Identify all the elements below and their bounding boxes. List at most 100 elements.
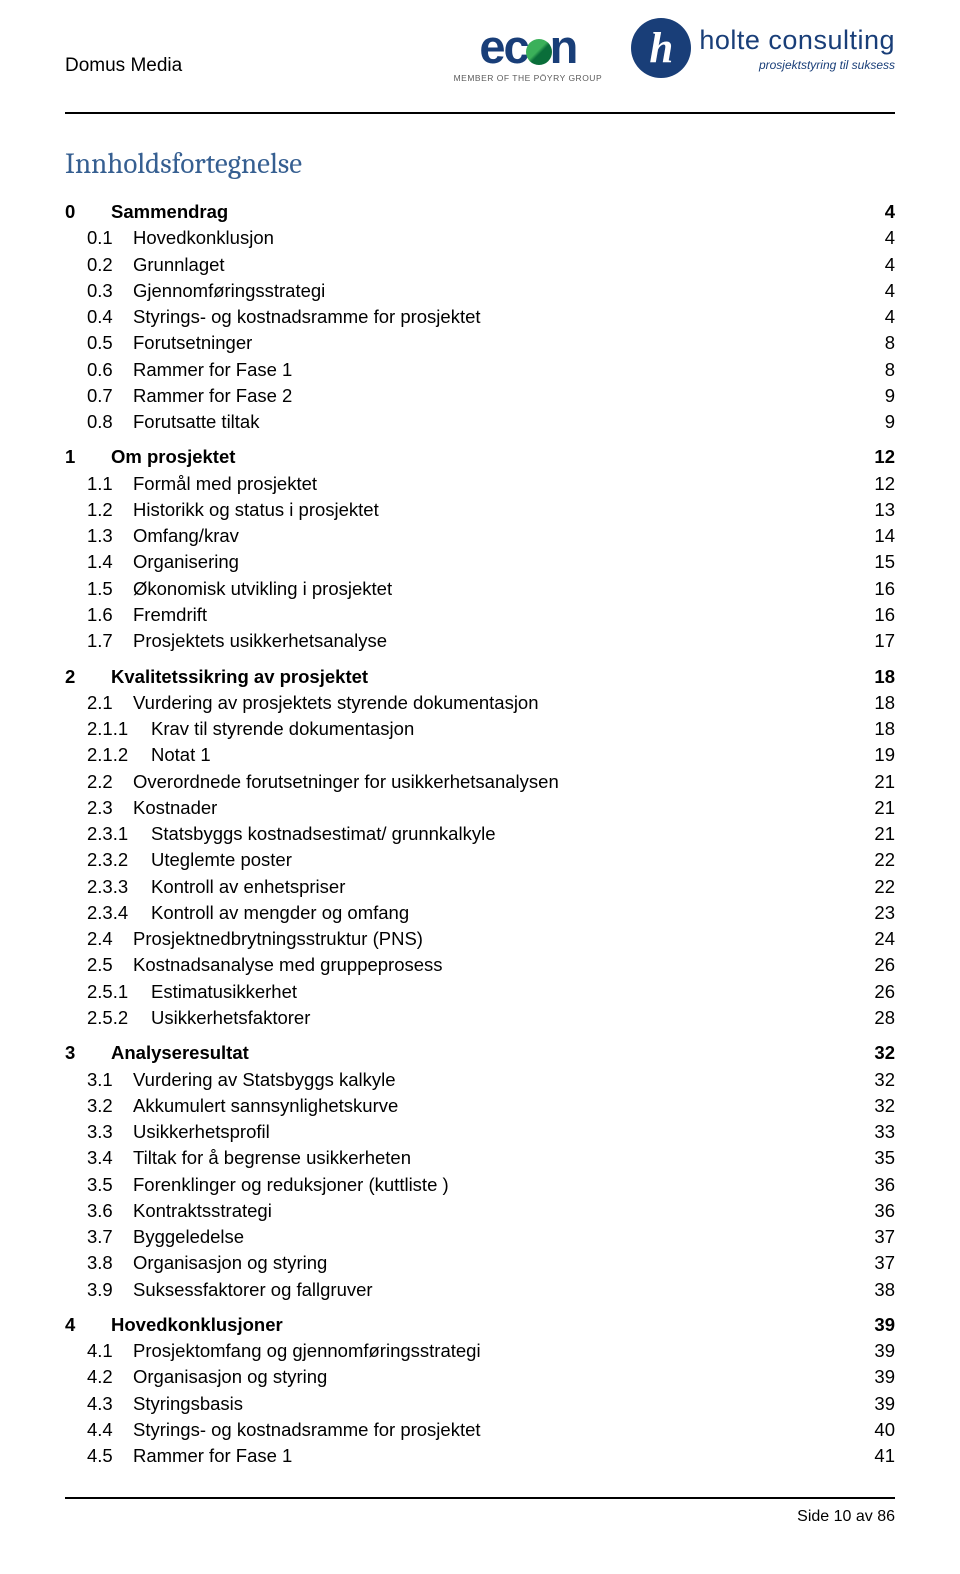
toc-entry[interactable]: 2.5.1Estimatusikkerhet26 — [65, 979, 895, 1005]
toc-entry[interactable]: 2.3.2Uteglemte poster22 — [65, 847, 895, 873]
toc-entry[interactable]: 3.6Kontraktsstrategi36 — [65, 1198, 895, 1224]
toc-entry[interactable]: 4.5Rammer for Fase 141 — [65, 1443, 895, 1469]
toc-number: 0.7 — [65, 383, 133, 409]
toc-entry[interactable]: 0.4Styrings- og kostnadsramme for prosje… — [65, 304, 895, 330]
toc-number: 0.8 — [65, 409, 133, 435]
toc-entry[interactable]: 4.4Styrings- og kostnadsramme for prosje… — [65, 1417, 895, 1443]
toc-number: 4 — [65, 1312, 111, 1338]
toc-entry[interactable]: 1Om prosjektet12 — [65, 444, 895, 470]
toc-entry[interactable]: 4.3Styringsbasis39 — [65, 1391, 895, 1417]
toc-page: 19 — [867, 742, 895, 768]
toc-page: 21 — [867, 769, 895, 795]
toc-label: Hovedkonklusjon — [133, 225, 274, 251]
toc-entry[interactable]: 4.2Organisasjon og styring39 — [65, 1364, 895, 1390]
logo-row: ecn MEMBER OF THE PÖYRY GROUP h holte co… — [440, 18, 895, 90]
toc-entry[interactable]: 2.1Vurdering av prosjektets styrende dok… — [65, 690, 895, 716]
header-rule — [65, 112, 895, 114]
toc-entry[interactable]: 3.7Byggeledelse37 — [65, 1224, 895, 1250]
toc-label: Grunnlaget — [133, 252, 225, 278]
toc-page: 4 — [867, 278, 895, 304]
toc-label: Formål med prosjektet — [133, 471, 317, 497]
toc-number: 3.8 — [65, 1250, 133, 1276]
toc-label: Byggeledelse — [133, 1224, 244, 1250]
toc-number: 1.1 — [65, 471, 133, 497]
toc-page: 4 — [867, 199, 895, 225]
toc-label: Kontroll av mengder og omfang — [151, 900, 409, 926]
toc-label: Prosjektets usikkerhetsanalyse — [133, 628, 387, 654]
toc-entry[interactable]: 1.1Formål med prosjektet12 — [65, 471, 895, 497]
toc-number: 3.4 — [65, 1145, 133, 1171]
toc-entry[interactable]: 3.1Vurdering av Statsbyggs kalkyle32 — [65, 1067, 895, 1093]
toc-number: 4.4 — [65, 1417, 133, 1443]
toc-entry[interactable]: 1.2Historikk og status i prosjektet13 — [65, 497, 895, 523]
toc-page: 39 — [867, 1338, 895, 1364]
toc-entry[interactable]: 2.3.1Statsbyggs kostnadsestimat/ grunnka… — [65, 821, 895, 847]
toc-page: 15 — [867, 549, 895, 575]
toc-label: Om prosjektet — [111, 444, 235, 470]
toc-entry[interactable]: 2.5.2Usikkerhetsfaktorer28 — [65, 1005, 895, 1031]
toc-label: Suksessfaktorer og fallgruver — [133, 1277, 373, 1303]
toc-entry[interactable]: 3.2Akkumulert sannsynlighetskurve32 — [65, 1093, 895, 1119]
toc-entry[interactable]: 2.3.4Kontroll av mengder og omfang23 — [65, 900, 895, 926]
toc-entry[interactable]: 4.1Prosjektomfang og gjennomføringsstrat… — [65, 1338, 895, 1364]
toc-page: 26 — [867, 952, 895, 978]
toc-entry[interactable]: 0.6Rammer for Fase 18 — [65, 357, 895, 383]
toc-number: 3.2 — [65, 1093, 133, 1119]
toc-entry[interactable]: 3.5Forenklinger og reduksjoner (kuttlist… — [65, 1172, 895, 1198]
toc-page: 38 — [867, 1277, 895, 1303]
toc-entry[interactable]: 2Kvalitetssikring av prosjektet18 — [65, 664, 895, 690]
toc-entry[interactable]: 2.3Kostnader21 — [65, 795, 895, 821]
toc-number: 3.5 — [65, 1172, 133, 1198]
toc-page: 18 — [867, 716, 895, 742]
toc-page: 39 — [867, 1312, 895, 1338]
toc-entry[interactable]: 2.2Overordnede forutsetninger for usikke… — [65, 769, 895, 795]
toc-label: Tiltak for å begrense usikkerheten — [133, 1145, 411, 1171]
toc-number: 4.5 — [65, 1443, 133, 1469]
toc-entry[interactable]: 2.3.3Kontroll av enhetspriser22 — [65, 874, 895, 900]
toc-page: 22 — [867, 874, 895, 900]
toc-number: 2.5 — [65, 952, 133, 978]
toc-page: 4 — [867, 252, 895, 278]
toc-entry[interactable]: 1.3Omfang/krav14 — [65, 523, 895, 549]
toc-entry[interactable]: 3.9Suksessfaktorer og fallgruver38 — [65, 1277, 895, 1303]
toc-entry[interactable]: 2.5Kostnadsanalyse med gruppeprosess26 — [65, 952, 895, 978]
toc-number: 2.5.2 — [65, 1005, 151, 1031]
toc-page: 36 — [867, 1172, 895, 1198]
toc-entry[interactable]: 0.3Gjennomføringsstrategi4 — [65, 278, 895, 304]
toc-entry[interactable]: 3.3Usikkerhetsprofil33 — [65, 1119, 895, 1145]
toc-label: Statsbyggs kostnadsestimat/ grunnkalkyle — [151, 821, 495, 847]
toc-label: Forutsatte tiltak — [133, 409, 259, 435]
toc-entry[interactable]: 4Hovedkonklusjoner39 — [65, 1312, 895, 1338]
toc-page: 8 — [867, 330, 895, 356]
toc-entry[interactable]: 0.8Forutsatte tiltak9 — [65, 409, 895, 435]
toc-entry[interactable]: 0.7Rammer for Fase 29 — [65, 383, 895, 409]
toc-number: 2.4 — [65, 926, 133, 952]
toc-entry[interactable]: 1.7Prosjektets usikkerhetsanalyse17 — [65, 628, 895, 654]
toc-entry[interactable]: 0.5Forutsetninger8 — [65, 330, 895, 356]
toc-entry[interactable]: 3.8Organisasjon og styring37 — [65, 1250, 895, 1276]
econ-logo: ecn MEMBER OF THE PÖYRY GROUP — [440, 18, 615, 90]
toc-entry[interactable]: 3.4Tiltak for å begrense usikkerheten35 — [65, 1145, 895, 1171]
toc-entry[interactable]: 2.1.2Notat 119 — [65, 742, 895, 768]
toc-label: Kontraktsstrategi — [133, 1198, 272, 1224]
toc-entry[interactable]: 2.4Prosjektnedbrytningsstruktur (PNS)24 — [65, 926, 895, 952]
toc-label: Gjennomføringsstrategi — [133, 278, 325, 304]
toc-entry[interactable]: 1.4Organisering15 — [65, 549, 895, 575]
toc-entry[interactable]: 2.1.1Krav til styrende dokumentasjon18 — [65, 716, 895, 742]
toc-entry[interactable]: 1.5Økonomisk utvikling i prosjektet16 — [65, 576, 895, 602]
toc-entry[interactable]: 0Sammendrag4 — [65, 199, 895, 225]
toc-number: 1.2 — [65, 497, 133, 523]
toc-number: 3.7 — [65, 1224, 133, 1250]
toc-number: 2.2 — [65, 769, 133, 795]
toc-entry[interactable]: 0.2Grunnlaget4 — [65, 252, 895, 278]
toc-label: Rammer for Fase 1 — [133, 1443, 292, 1469]
toc-page: 39 — [867, 1391, 895, 1417]
toc-label: Usikkerhetsprofil — [133, 1119, 270, 1145]
toc-entry[interactable]: 3Analyseresultat32 — [65, 1040, 895, 1066]
toc-entry[interactable]: 0.1Hovedkonklusjon4 — [65, 225, 895, 251]
toc-number: 3 — [65, 1040, 111, 1066]
toc-entry[interactable]: 1.6Fremdrift16 — [65, 602, 895, 628]
toc-label: Organisering — [133, 549, 239, 575]
toc-label: Forutsetninger — [133, 330, 252, 356]
toc-number: 2.3.3 — [65, 874, 151, 900]
